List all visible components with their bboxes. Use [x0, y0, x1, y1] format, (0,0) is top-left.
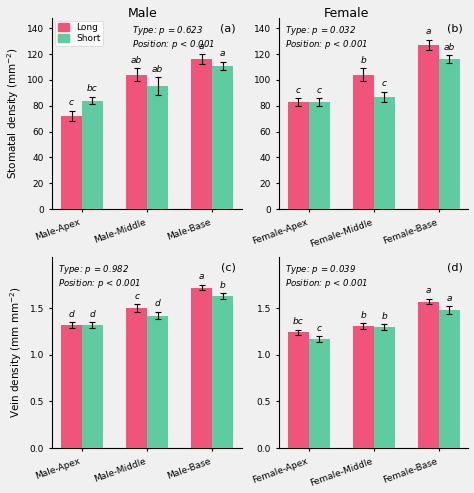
Bar [309, 102, 329, 209]
Bar [374, 327, 395, 448]
Text: bc: bc [293, 317, 304, 326]
Bar [126, 75, 147, 209]
Text: c: c [134, 292, 139, 301]
Text: d: d [155, 299, 160, 309]
Text: Type: $p$ = 0.623
Position: $p$ < 0.001: Type: $p$ = 0.623 Position: $p$ < 0.001 [132, 24, 215, 51]
Bar [418, 302, 439, 448]
Text: c: c [296, 86, 301, 95]
Legend: Long, Short: Long, Short [55, 21, 103, 46]
Bar [126, 308, 147, 448]
Bar [61, 325, 82, 448]
Bar [309, 339, 329, 448]
Text: Type: $p$ = 0.982
Position: $p$ < 0.001: Type: $p$ = 0.982 Position: $p$ < 0.001 [58, 263, 141, 290]
Text: ab: ab [131, 56, 142, 65]
Text: c: c [317, 324, 322, 333]
Bar [418, 45, 439, 209]
Bar [374, 97, 395, 209]
Bar [147, 316, 168, 448]
Bar [353, 75, 374, 209]
Text: c: c [69, 99, 74, 107]
Text: (c): (c) [221, 263, 236, 273]
Bar [353, 326, 374, 448]
Text: a: a [447, 294, 452, 303]
Y-axis label: Stomatal density (mm$^{-2}$): Stomatal density (mm$^{-2}$) [6, 47, 21, 179]
Bar [439, 310, 460, 448]
Bar [191, 59, 212, 209]
Text: b: b [361, 56, 366, 65]
Text: d: d [90, 310, 95, 318]
Bar [212, 296, 233, 448]
Text: a: a [199, 41, 205, 51]
Bar [82, 325, 103, 448]
Text: d: d [69, 310, 74, 318]
Bar [212, 66, 233, 209]
Text: Female: Female [323, 7, 369, 20]
Text: b: b [382, 312, 387, 320]
Text: bc: bc [87, 84, 98, 93]
Bar [191, 287, 212, 448]
Text: b: b [361, 311, 366, 319]
Text: a: a [426, 286, 431, 295]
Text: a: a [220, 49, 226, 58]
Text: Type: $p$ = 0.032
Position: $p$ < 0.001: Type: $p$ = 0.032 Position: $p$ < 0.001 [285, 24, 368, 51]
Bar [82, 101, 103, 209]
Text: b: b [220, 281, 226, 290]
Text: (d): (d) [447, 263, 463, 273]
Bar [61, 116, 82, 209]
Text: a: a [426, 28, 431, 36]
Text: c: c [382, 79, 387, 88]
Bar [147, 86, 168, 209]
Text: (a): (a) [220, 24, 236, 34]
Text: Type: $p$ = 0.039
Position: $p$ < 0.001: Type: $p$ = 0.039 Position: $p$ < 0.001 [285, 263, 368, 290]
Bar [288, 102, 309, 209]
Text: a: a [199, 272, 205, 282]
Text: c: c [317, 86, 322, 95]
Text: ab: ab [152, 65, 163, 74]
Text: (b): (b) [447, 24, 463, 34]
Bar [288, 332, 309, 448]
Bar [439, 59, 460, 209]
Text: ab: ab [444, 43, 455, 52]
Text: Male: Male [128, 7, 157, 20]
Y-axis label: Vein density (mm mm$^{-2}$): Vein density (mm mm$^{-2}$) [9, 286, 24, 418]
